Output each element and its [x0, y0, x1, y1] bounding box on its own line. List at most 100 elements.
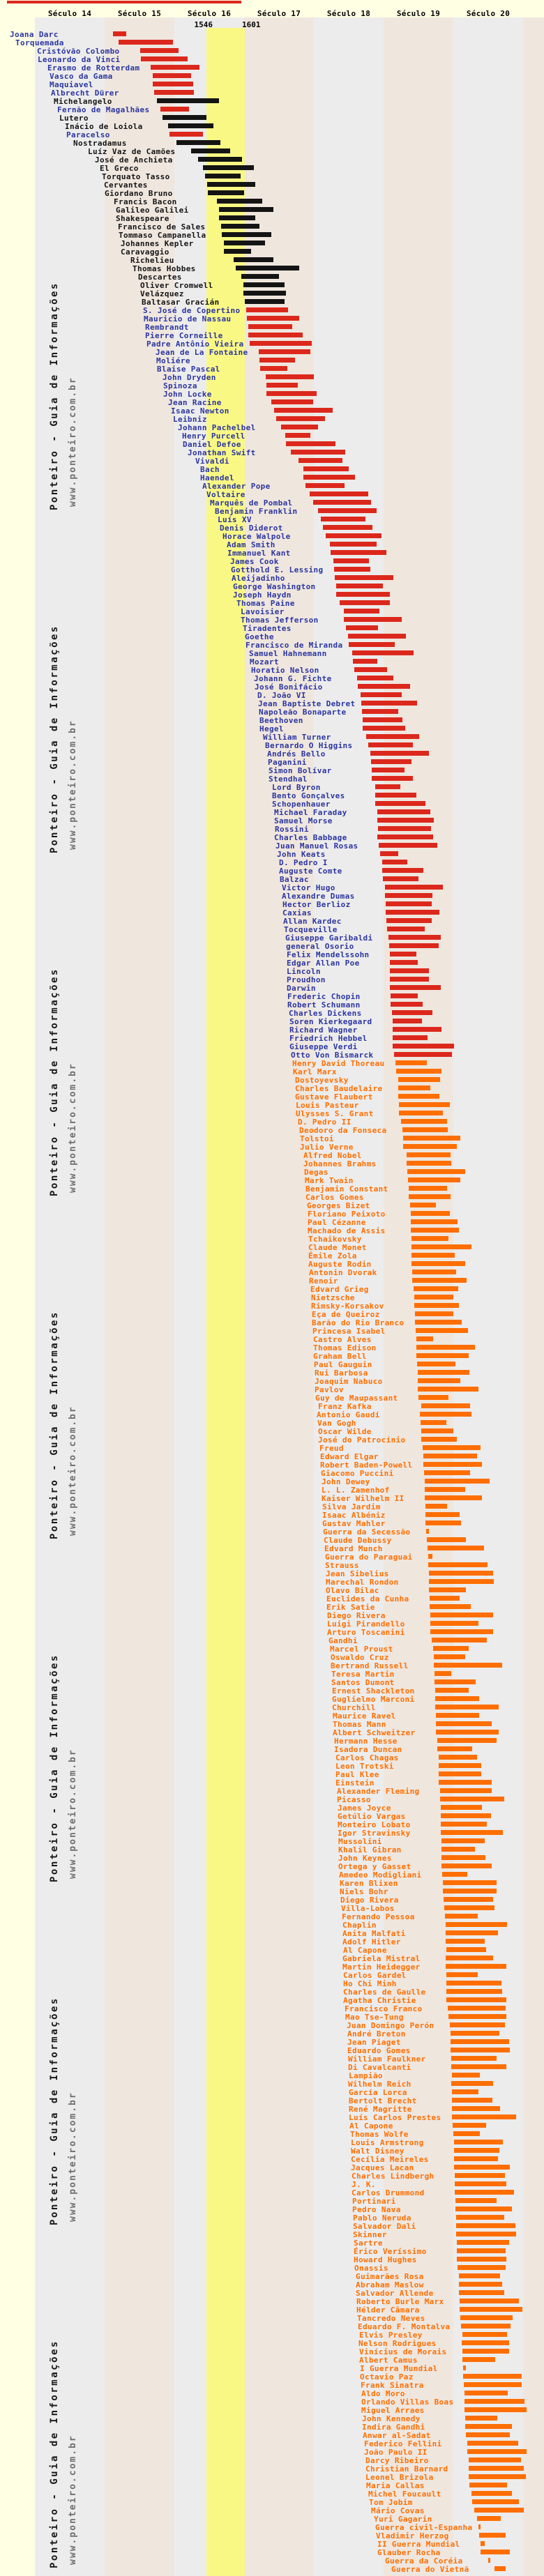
person-label: Johann Pachelbel [178, 423, 256, 432]
person-label: Kaiser Wilhelm II [322, 1494, 405, 1503]
person-label: Eduardo Gomes [347, 2046, 411, 2055]
lifespan-bar [416, 1345, 475, 1350]
lifespan-bar [344, 609, 379, 613]
lifespan-bar [377, 834, 433, 839]
person-label: Otto Von Bismarck [291, 1051, 374, 1060]
person-label: Pablo Neruda [353, 2213, 411, 2223]
person-label: Voltaire [206, 490, 245, 499]
person-label: Cecília Meireles [351, 2155, 429, 2164]
person-label: José do Patrocínio [318, 1435, 406, 1445]
lifespan-bar [346, 625, 378, 630]
person-label: Hegel [259, 724, 284, 733]
century-label-20: Século 20 [466, 9, 511, 18]
lifespan-bar [464, 2382, 522, 2387]
person-label: Ulysses S. Grant [296, 1109, 374, 1118]
lifespan-bar [442, 1872, 467, 1877]
lifespan-bar [168, 123, 213, 128]
person-label: Torquemada [15, 38, 64, 47]
person-label: Floriano Peixoto [308, 1210, 386, 1219]
lifespan-bar [160, 107, 189, 112]
person-label: Igor Stravinsky [338, 1829, 411, 1838]
person-label: Leonardo da Vinci [38, 55, 121, 64]
lifespan-bar [421, 1428, 453, 1433]
lifespan-bar [390, 968, 429, 973]
century-column-21 [523, 17, 544, 2576]
person-label: Nostradamus [73, 139, 127, 148]
person-label: Giordano Bruno [105, 189, 173, 198]
lifespan-bar [471, 2491, 512, 2496]
lifespan-bar [446, 1947, 486, 1952]
person-label: Marquês de Pombal [210, 498, 293, 508]
lifespan-bar [382, 868, 423, 873]
century-label-19: Século 19 [396, 9, 441, 18]
person-label: Adolf Hitler [342, 1937, 401, 1946]
person-label: Spinoza [163, 381, 197, 390]
person-label: Al Capone [343, 1946, 387, 1955]
lifespan-bar [303, 475, 355, 480]
person-label: Simon Bolívar [269, 766, 332, 775]
lifespan-bar [463, 2374, 522, 2379]
lifespan-bar [224, 241, 265, 245]
person-label: Lavoisier [241, 607, 285, 616]
person-label: Anwar al-Sadat [363, 2431, 431, 2440]
person-label: Érico Veríssimo [354, 2247, 427, 2256]
lifespan-bar [386, 910, 439, 915]
person-label: Edvard Grieg [310, 1285, 369, 1294]
lifespan-bar [420, 1412, 471, 1417]
person-label: Onassis [354, 2264, 388, 2273]
person-label: William Turner [263, 733, 331, 742]
person-label: Einstein [335, 1778, 375, 1788]
lifespan-bar [411, 1261, 465, 1266]
lifespan-bar [411, 1244, 471, 1249]
person-label: Henry Purcell [182, 432, 245, 441]
lifespan-bar [259, 349, 310, 354]
lifespan-bar [460, 2307, 522, 2312]
person-label: Lincoln [287, 967, 321, 976]
person-label: Tommaso Campanella [119, 231, 206, 240]
person-label: Adam Smith [227, 540, 275, 549]
person-label: Isaac Newton [171, 406, 229, 416]
lifespan-bar [411, 1219, 458, 1224]
lifespan-bar [451, 2031, 499, 2036]
lifespan-bar [418, 1370, 469, 1375]
lifespan-bar [443, 1889, 497, 1893]
lifespan-bar [446, 1997, 506, 2002]
person-label: Charles Baudelaire [295, 1084, 383, 1093]
person-label: Joaquim Nabuco [315, 1377, 383, 1386]
lifespan-bar [393, 1044, 454, 1049]
watermark-title: Ponteiro - Guia de Informações [49, 968, 60, 1196]
person-label: Eduardo F. Montalva [358, 2322, 451, 2331]
lifespan-bar [344, 617, 402, 622]
lifespan-bar [452, 2114, 516, 2119]
person-label: Edward Elgar [320, 1452, 379, 1461]
lifespan-bar [391, 993, 418, 998]
person-label: Bertrand Russell [331, 1661, 409, 1670]
person-label: Roberto Burle Marx [356, 2297, 444, 2306]
lifespan-bar [460, 2299, 519, 2303]
person-label: Descartes [138, 273, 182, 282]
person-label: Amedeo Modigliani [339, 1870, 422, 1880]
lifespan-bar [389, 943, 439, 948]
watermark-title: Ponteiro - Guia de Informações [49, 1311, 60, 1539]
event-label: I Guerra Mundial [360, 2364, 438, 2373]
lifespan-bar [414, 1303, 459, 1308]
person-label: Santos Dumont [331, 1678, 395, 1687]
lifespan-bar [430, 1596, 460, 1601]
lifespan-bar [407, 1169, 465, 1174]
person-label: Mauricio de Nassau [144, 314, 232, 323]
lifespan-bar [455, 2198, 497, 2203]
lifespan-bar [399, 1111, 443, 1115]
watermark-title: Ponteiro - Guia de Informações [49, 1654, 60, 1882]
person-label: Juan Domingo Perón [347, 2021, 435, 2030]
lifespan-bar [266, 391, 317, 396]
lifespan-bar [386, 918, 432, 923]
person-label: Rembrandt [145, 323, 189, 332]
person-label: Karen Blixen [340, 1879, 398, 1888]
watermark-url: www.ponteiro.com.br [68, 1405, 78, 1536]
lifespan-bar [363, 726, 405, 731]
person-label: Luís Carlos Prestes [349, 2113, 441, 2122]
person-label: Di Cavalcanti [348, 2063, 411, 2072]
lifespan-bar [443, 1880, 497, 1885]
person-label: Andrés Bello [267, 749, 326, 759]
lifespan-bar [221, 224, 259, 229]
